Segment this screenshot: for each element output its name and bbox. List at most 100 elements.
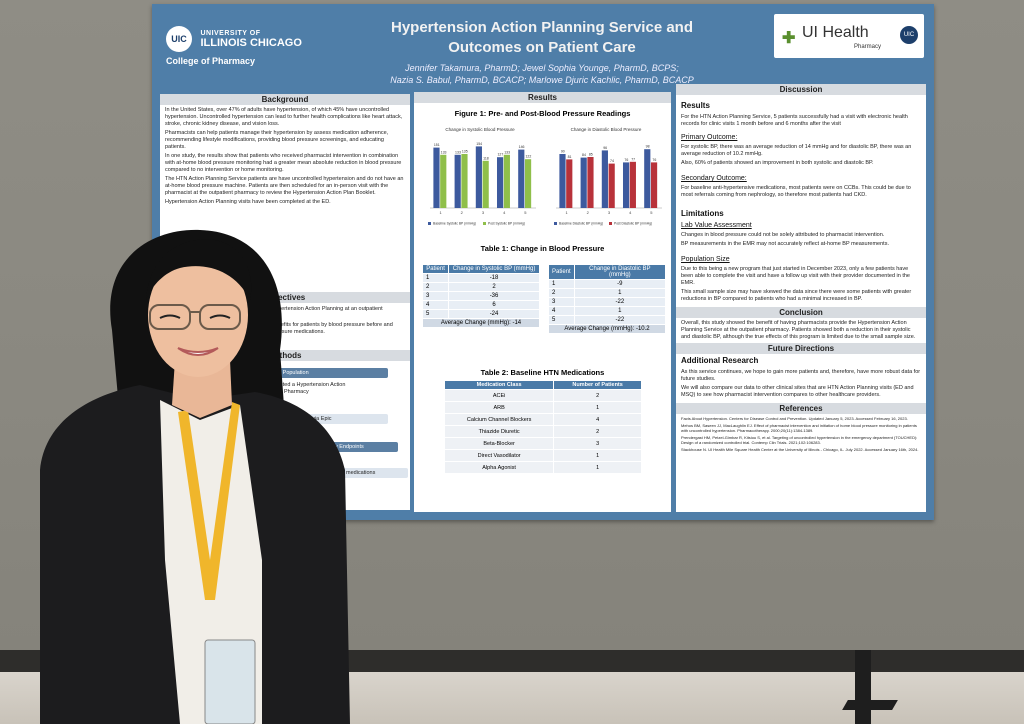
table-header: Number of Patients: [553, 380, 642, 390]
references-heading: References: [676, 403, 926, 414]
table-header: Change in Systolic BP (mmHg): [448, 264, 540, 274]
table-cell: ACEi: [443, 389, 555, 402]
objectives-bullet: To analyze the impact of the pharmacist …: [165, 306, 383, 319]
table-row: Beta-Blocker 3: [443, 437, 642, 450]
objectives-text: To analyze the impact of the pharmacist …: [160, 304, 410, 340]
data-label: 133: [455, 150, 461, 154]
poster-authors: Jennifer Takamura, PharmD; Jewel Sophia …: [352, 62, 732, 86]
table-cell: 3: [553, 437, 642, 450]
chart-title: Change in Systolic Blood Pressure: [445, 127, 515, 132]
references-text: Facts About Hypertension. Centers for Di…: [676, 414, 926, 456]
table-cell: 2: [553, 425, 642, 438]
bar: [650, 162, 658, 208]
ui-health-name: UI Health: [802, 24, 869, 41]
title-line1: Hypertension Action Planning Service and: [390, 19, 693, 36]
tick-label: 1: [565, 210, 568, 215]
bar: [566, 159, 573, 208]
legend-swatch: [483, 222, 486, 225]
table-cell: 5: [421, 309, 450, 319]
poster-stand-foot: [842, 700, 898, 710]
methods-line: completed a Hypertension Action: [265, 382, 346, 388]
table-cell: -22: [573, 297, 667, 307]
uic-mark: UIC: [166, 26, 192, 52]
diastolic-average: Average Change (mmHg): -10.2: [548, 324, 666, 334]
table-cell: -36: [448, 291, 540, 301]
bar: [496, 157, 504, 208]
tick-label: 2: [461, 210, 464, 215]
background-bullet: Hypertension Action Planning visits have…: [165, 199, 331, 205]
left-column: Background In the United States, over 47…: [160, 94, 410, 510]
data-label: 96: [603, 146, 607, 150]
table-cell: 4: [421, 300, 450, 310]
lab-bullet: BP measurements in the EMR may not accur…: [681, 241, 889, 247]
table-cell: Direct Vasodilator: [443, 449, 555, 462]
bar: [644, 149, 651, 208]
chart-title: Change in Diastolic Blood Pressure: [571, 127, 642, 132]
methods-box-population: Patient Population: [260, 368, 388, 378]
table-header: Medication Class: [443, 380, 555, 390]
primary-bullet: For systolic BP, there was an average re…: [681, 144, 912, 157]
title-line2: Outcomes on Patient Care: [448, 39, 636, 56]
systolic-bar-chart: Change in Systolic Blood Pressure1511331…: [428, 127, 536, 226]
legend-label: Post Diastolic BP (mmHg): [614, 222, 652, 226]
future-bullet: We will also compare our data to other c…: [681, 385, 914, 398]
background-bullet: In one study, the results show that pati…: [165, 153, 402, 173]
tick-label: 4: [629, 210, 632, 215]
authors-line1: Jennifer Takamura, PharmD; Jewel Sophia …: [405, 63, 679, 73]
reference-item: Stackhouse N. UI Health Mile Square Heal…: [681, 447, 919, 452]
bar: [454, 154, 461, 208]
table-cell: -24: [448, 309, 540, 319]
objectives-heading: Objectives: [160, 292, 410, 303]
table-cell: 6: [448, 300, 540, 310]
table-cell: 1: [553, 449, 642, 462]
secondary-bullet: For baseline anti-hypertensive medicatio…: [681, 185, 911, 198]
poster-title: Hypertension Action Planning Service and…: [362, 18, 722, 58]
ui-health-pharmacy: Pharmacy: [854, 44, 882, 50]
data-label: 77: [631, 157, 635, 161]
future-sub: Additional Research: [681, 356, 759, 365]
table-row: Alpha Agonist 1: [443, 461, 642, 474]
table-row: 3 -36: [421, 291, 540, 301]
methods-box-records: cords available via Epic: [270, 414, 388, 424]
background-heading: Background: [160, 94, 410, 105]
lab-assessment-text: Changes in blood pressure could not be s…: [676, 230, 926, 252]
bar: [433, 147, 440, 208]
table-row: 5 -24: [421, 309, 540, 319]
table-cell: -9: [573, 279, 667, 289]
bar: [475, 146, 482, 208]
table-cell: 1: [421, 273, 450, 283]
tick-label: 4: [503, 210, 506, 215]
data-label: 127: [497, 153, 503, 157]
ui-health-logo: ✚ UI Health Pharmacy UIC: [774, 14, 924, 58]
tick-label: 5: [524, 210, 527, 215]
data-label: 146: [519, 145, 525, 149]
table-cell: Alpha Agonist: [443, 461, 555, 474]
university-line1: UNIVERSITY OF: [200, 29, 261, 37]
data-label: 154: [476, 142, 482, 146]
background-bullet: In the United States, over 47% of adults…: [165, 107, 403, 127]
table-cell: 1: [553, 461, 642, 474]
methods-box-endpoints: ndary Endpoints: [320, 442, 398, 452]
medications-table: Medication Class Number of Patients ACEi 2…: [443, 380, 642, 474]
table-cell: 1: [573, 288, 667, 298]
table-row: Direct Vasodilator 1: [443, 449, 642, 462]
data-label: 85: [589, 153, 593, 157]
data-label: 133: [441, 150, 447, 154]
data-label: 90: [561, 150, 565, 154]
primary-bullet: Also, 60% of patients showed an improvem…: [681, 160, 874, 166]
lab-assessment-label: Lab Value Assessment: [681, 222, 752, 229]
reference-item: Prendergast HM, Petzel-Gimbar R, Kitsiou…: [681, 435, 918, 445]
table-row: ARB 1: [443, 401, 642, 414]
data-label: 118: [483, 156, 489, 160]
data-label: 76: [652, 158, 656, 162]
table-cell: Calcium Channel Blockers: [443, 413, 555, 426]
table-cell: 3: [548, 297, 575, 307]
table-cell: 4: [548, 306, 575, 316]
table-header: Change in Diastolic BP (mmHg): [573, 264, 667, 280]
background-text: In the United States, over 47% of adults…: [160, 105, 410, 210]
data-label: 81: [568, 155, 572, 159]
